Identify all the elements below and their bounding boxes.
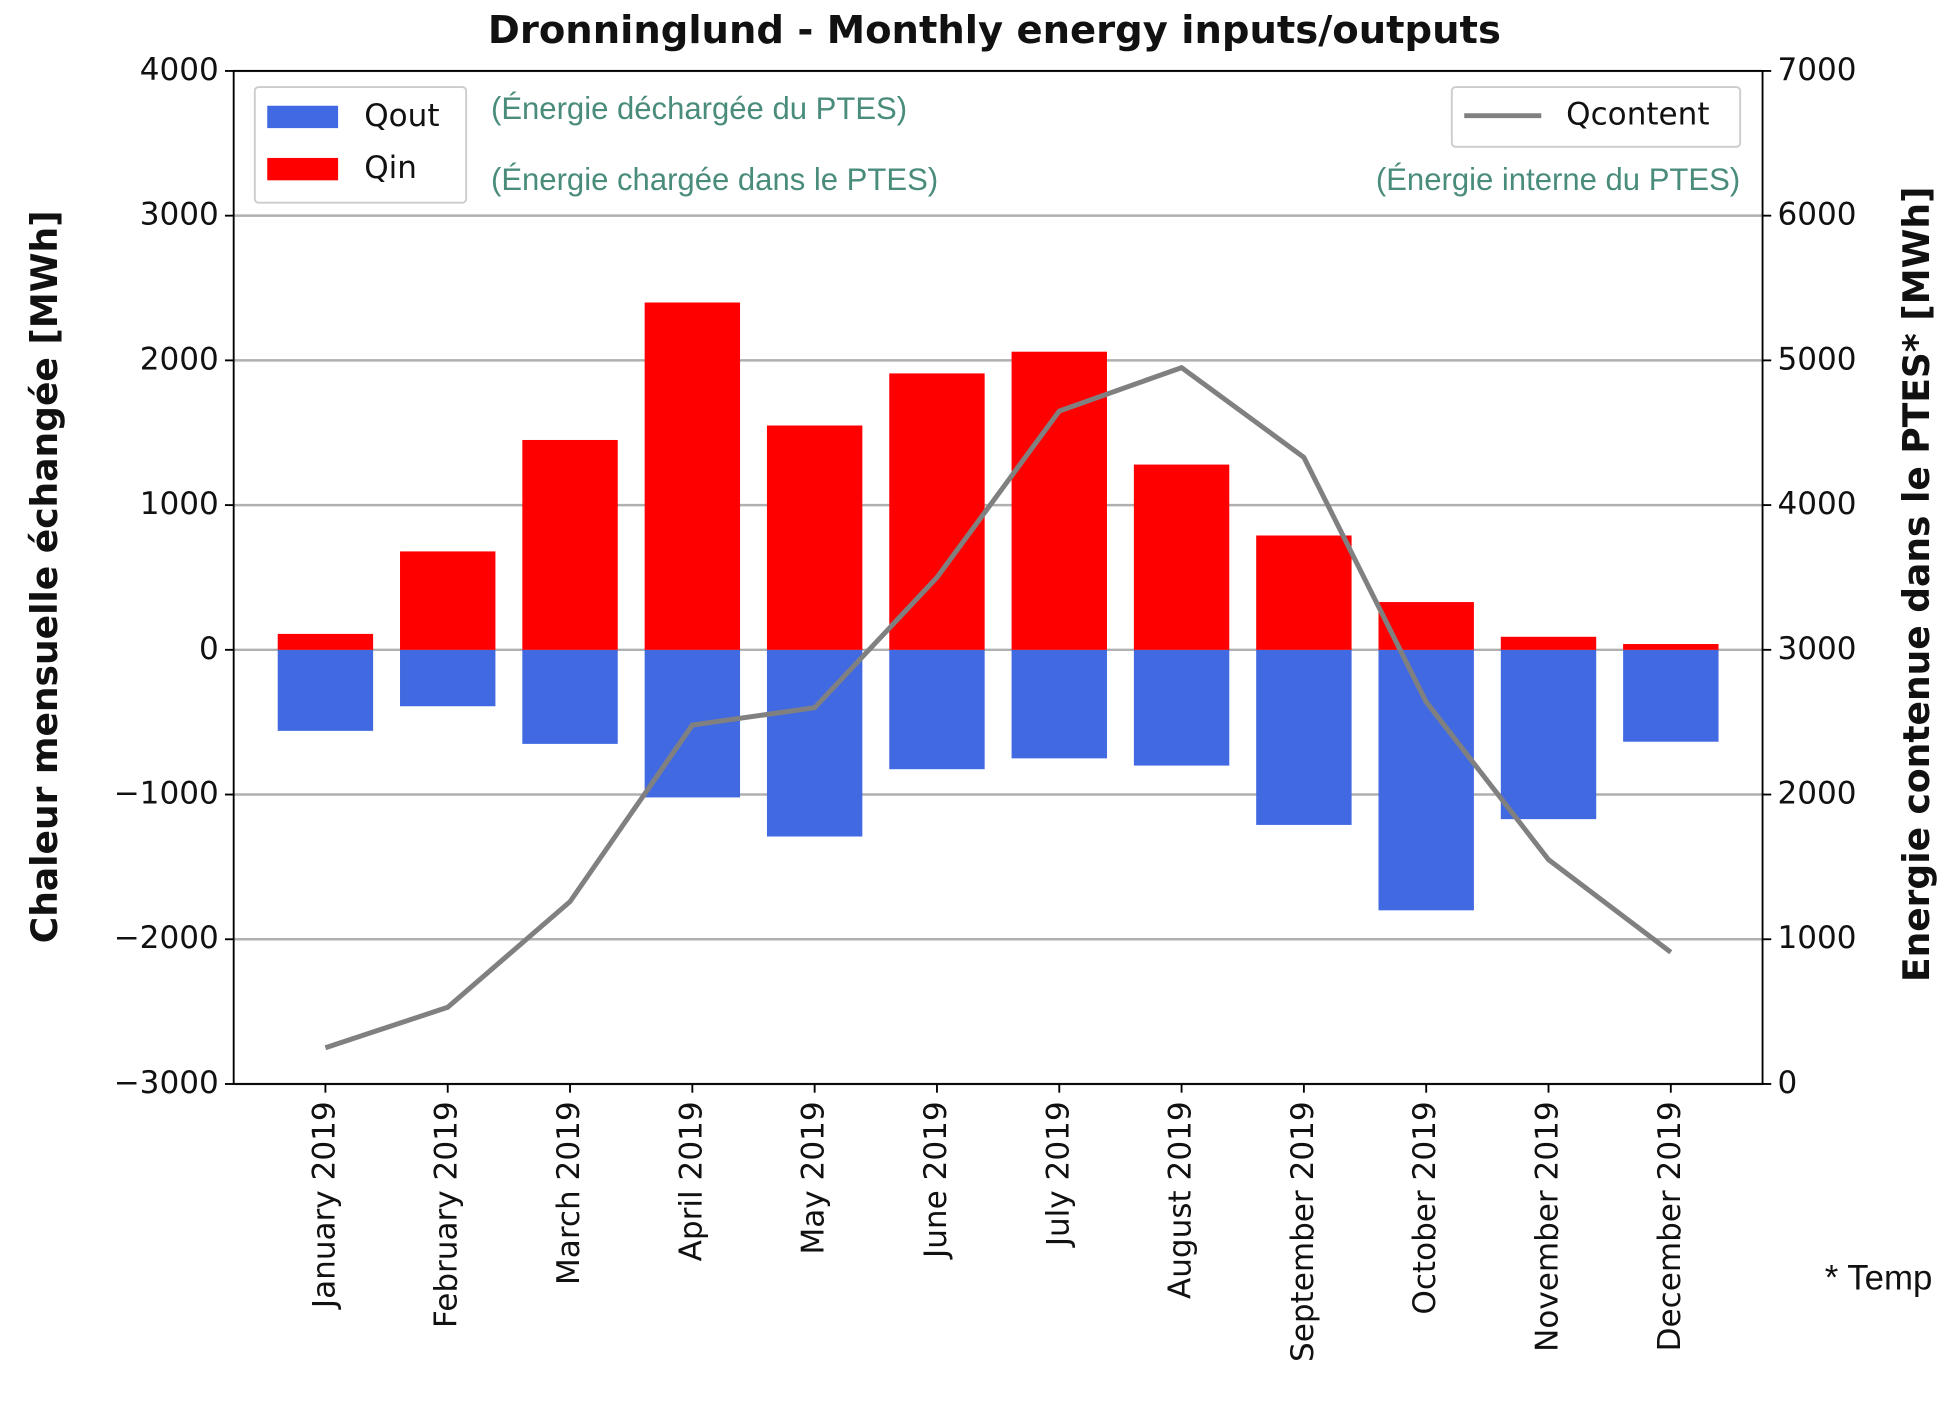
bar [766, 649, 863, 837]
x-tick-label: November 2019 [1530, 1101, 1566, 1352]
bar [1623, 644, 1719, 650]
legend-label: Qout [364, 98, 439, 134]
y2-tick-label: 5000 [1777, 341, 1856, 377]
annotation: (Énergie interne du PTES) [1376, 162, 1740, 197]
footnote: * Temp [1825, 1259, 1933, 1298]
x-tick-label: February 2019 [429, 1101, 465, 1328]
bar [1133, 464, 1230, 650]
legend-swatch [267, 105, 339, 129]
y-tick-label: 0 [199, 631, 219, 667]
bar [1623, 649, 1719, 742]
plot-frame [232, 70, 1764, 1085]
bar [1378, 602, 1474, 650]
y-tick-label: 3000 [140, 197, 219, 233]
y2-tick-label: 0 [1777, 1065, 1797, 1101]
bar [1011, 351, 1107, 650]
y2-axis-label: Energie contenue dans le PTES* [MWh] [1897, 187, 1938, 983]
x-tick-label: March 2019 [551, 1101, 587, 1285]
annotation: (Énergie chargée dans le PTES) [491, 162, 938, 197]
x-tick-label: July 2019 [1040, 1101, 1076, 1248]
legend-swatch [267, 157, 339, 181]
bar [766, 425, 863, 650]
y-tick-label: −1000 [114, 776, 219, 812]
bar [400, 551, 496, 650]
bar [1011, 649, 1107, 759]
y2-tick-label: 7000 [1777, 52, 1856, 88]
y2-tick-label: 4000 [1777, 486, 1856, 522]
bar [522, 439, 618, 650]
chart-title: Dronninglund - Monthly energy inputs/out… [488, 8, 1501, 53]
x-tick-label: December 2019 [1652, 1101, 1688, 1351]
bar [1256, 649, 1352, 825]
legend-label: Qin [364, 150, 417, 186]
x-tick-label: April 2019 [673, 1101, 709, 1261]
bar [889, 373, 985, 650]
bar [644, 302, 741, 650]
bar [1378, 649, 1474, 911]
y-axis-label: Chaleur mensuelle échangée [MWh] [25, 210, 66, 943]
x-tick-label: September 2019 [1285, 1101, 1321, 1362]
bar [277, 649, 374, 731]
x-tick-label: June 2019 [918, 1101, 954, 1260]
x-tick-label: January 2019 [306, 1101, 342, 1310]
y2-tick-label: 1000 [1777, 920, 1856, 956]
bar [400, 649, 496, 707]
y2-tick-label: 2000 [1777, 776, 1856, 812]
y-tick-label: 2000 [140, 341, 219, 377]
line [324, 364, 1673, 1051]
legend-box [1450, 86, 1742, 148]
y-tick-label: 1000 [140, 486, 219, 522]
x-tick-label: October 2019 [1407, 1101, 1443, 1314]
annotation: (Énergie déchargée du PTES) [491, 91, 907, 126]
y-tick-label: −2000 [114, 920, 219, 956]
bar [1133, 649, 1230, 766]
y-tick-label: 4000 [140, 52, 219, 88]
y2-tick-label: 6000 [1777, 197, 1856, 233]
bar [1500, 636, 1597, 650]
legend-label: Qcontent [1566, 97, 1709, 133]
y2-tick-label: 3000 [1777, 631, 1856, 667]
bar [1500, 649, 1597, 820]
bar [277, 633, 374, 650]
y-tick-label: −3000 [114, 1065, 219, 1101]
bar [889, 649, 985, 770]
bar [522, 649, 618, 744]
x-tick-label: August 2019 [1163, 1101, 1199, 1299]
x-tick-label: May 2019 [796, 1101, 832, 1254]
bar [1256, 535, 1352, 650]
